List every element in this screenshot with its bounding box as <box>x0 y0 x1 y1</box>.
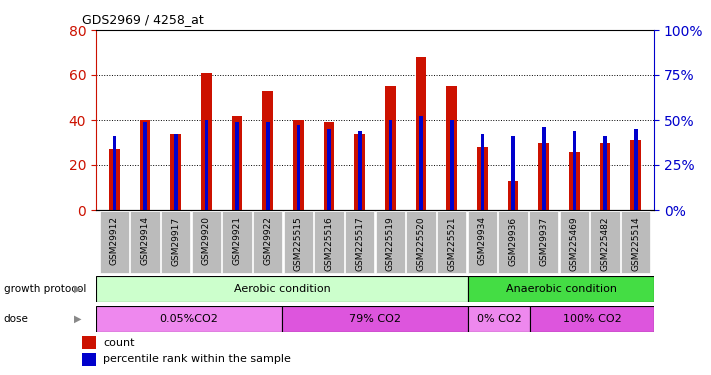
Text: 79% CO2: 79% CO2 <box>349 314 401 324</box>
Bar <box>96 276 468 302</box>
Bar <box>354 134 365 210</box>
FancyBboxPatch shape <box>130 211 160 273</box>
Bar <box>327 129 331 210</box>
Text: percentile rank within the sample: percentile rank within the sample <box>103 354 291 364</box>
Bar <box>603 136 607 210</box>
Text: GDS2969 / 4258_at: GDS2969 / 4258_at <box>82 13 203 26</box>
Text: 100% CO2: 100% CO2 <box>562 314 621 324</box>
Bar <box>235 122 239 210</box>
Bar <box>262 91 273 210</box>
Bar <box>112 136 116 210</box>
FancyBboxPatch shape <box>560 211 589 273</box>
FancyBboxPatch shape <box>468 211 497 273</box>
Text: GSM29920: GSM29920 <box>202 216 211 266</box>
Bar <box>468 276 654 302</box>
FancyBboxPatch shape <box>314 211 344 273</box>
Text: Anaerobic condition: Anaerobic condition <box>506 284 616 294</box>
Text: GSM29921: GSM29921 <box>232 216 242 266</box>
Bar <box>416 57 427 210</box>
FancyBboxPatch shape <box>406 211 436 273</box>
Bar <box>388 120 392 210</box>
Bar <box>82 353 96 366</box>
FancyBboxPatch shape <box>345 211 375 273</box>
Bar <box>109 149 119 210</box>
Bar <box>266 122 269 210</box>
Bar <box>96 306 282 332</box>
Text: growth protocol: growth protocol <box>4 284 86 294</box>
Bar <box>447 86 457 210</box>
Bar <box>542 127 545 210</box>
Bar <box>143 122 147 210</box>
Text: 0.05%CO2: 0.05%CO2 <box>159 314 218 324</box>
FancyBboxPatch shape <box>375 211 405 273</box>
Text: GSM225521: GSM225521 <box>447 216 456 271</box>
Bar <box>139 120 151 210</box>
Text: GSM225469: GSM225469 <box>570 216 579 271</box>
Bar <box>508 181 518 210</box>
Bar <box>572 131 576 210</box>
Bar <box>385 86 396 210</box>
Text: GSM29914: GSM29914 <box>141 216 149 266</box>
Text: GSM29934: GSM29934 <box>478 216 487 266</box>
Bar <box>201 73 212 210</box>
Text: GSM225516: GSM225516 <box>324 216 333 271</box>
FancyBboxPatch shape <box>223 211 252 273</box>
Text: GSM225514: GSM225514 <box>631 216 640 271</box>
Bar <box>477 147 488 210</box>
Bar <box>324 122 334 210</box>
Bar <box>530 306 654 332</box>
Bar <box>171 134 181 210</box>
Bar <box>82 336 96 349</box>
Text: GSM29937: GSM29937 <box>539 216 548 266</box>
FancyBboxPatch shape <box>621 211 651 273</box>
FancyBboxPatch shape <box>284 211 313 273</box>
FancyBboxPatch shape <box>498 211 528 273</box>
Bar <box>419 116 423 210</box>
Text: dose: dose <box>4 314 28 324</box>
Text: GSM225517: GSM225517 <box>356 216 364 271</box>
Bar <box>599 142 611 210</box>
Bar <box>174 134 178 210</box>
Bar <box>232 116 242 210</box>
Text: GSM29912: GSM29912 <box>110 216 119 266</box>
Text: ▶: ▶ <box>75 284 82 294</box>
FancyBboxPatch shape <box>590 211 620 273</box>
Bar <box>511 136 515 210</box>
Bar <box>634 129 638 210</box>
FancyBboxPatch shape <box>437 211 466 273</box>
Text: Aerobic condition: Aerobic condition <box>234 284 331 294</box>
FancyBboxPatch shape <box>100 211 129 273</box>
FancyBboxPatch shape <box>161 211 191 273</box>
Bar <box>468 306 530 332</box>
Bar <box>205 120 208 210</box>
FancyBboxPatch shape <box>192 211 221 273</box>
Text: GSM225519: GSM225519 <box>386 216 395 271</box>
Text: GSM29922: GSM29922 <box>263 216 272 265</box>
FancyBboxPatch shape <box>529 211 558 273</box>
FancyBboxPatch shape <box>253 211 282 273</box>
Bar <box>296 124 300 210</box>
Text: ▶: ▶ <box>75 314 82 324</box>
Bar <box>293 120 304 210</box>
Text: GSM29936: GSM29936 <box>508 216 518 266</box>
Bar <box>538 142 549 210</box>
Text: GSM225515: GSM225515 <box>294 216 303 271</box>
Text: GSM225520: GSM225520 <box>417 216 426 271</box>
Text: GSM29917: GSM29917 <box>171 216 180 266</box>
Bar <box>481 134 484 210</box>
Bar <box>450 120 454 210</box>
Text: 0% CO2: 0% CO2 <box>476 314 521 324</box>
Text: GSM225482: GSM225482 <box>601 216 609 271</box>
Bar <box>569 152 579 210</box>
Bar <box>282 306 468 332</box>
Bar <box>631 140 641 210</box>
Text: count: count <box>103 338 134 348</box>
Bar <box>358 131 362 210</box>
